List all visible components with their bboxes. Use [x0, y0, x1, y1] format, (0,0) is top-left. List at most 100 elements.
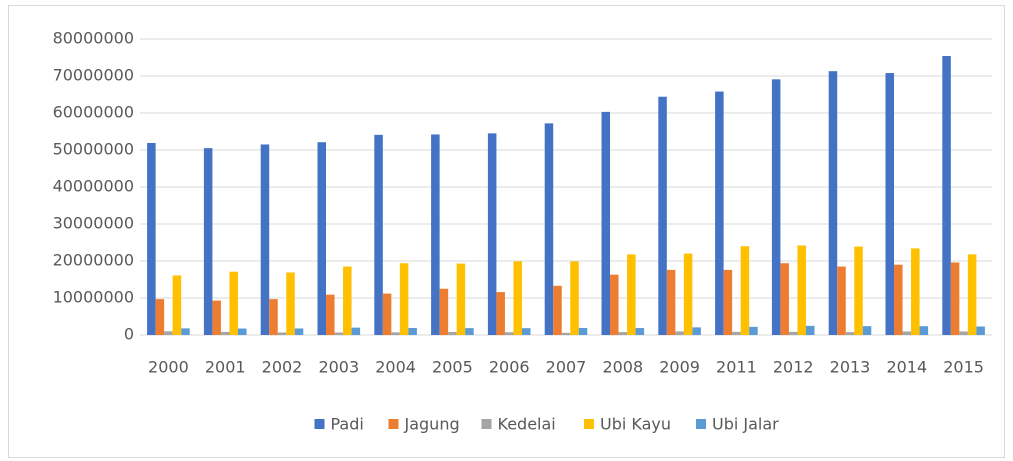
- bar: [959, 331, 968, 335]
- bar: [431, 134, 440, 335]
- bar: [382, 293, 392, 335]
- bar: [683, 253, 693, 335]
- bar: [805, 325, 815, 335]
- bar: [504, 332, 514, 335]
- bar: [496, 292, 505, 335]
- legend-swatch: [696, 419, 706, 429]
- bar: [164, 331, 173, 335]
- bar: [439, 288, 449, 335]
- bar: [408, 327, 417, 335]
- x-tick-label: 2005: [432, 358, 473, 377]
- bar: [942, 56, 951, 336]
- legend-swatch: [388, 419, 399, 429]
- bar: [521, 328, 531, 335]
- bar: [553, 285, 562, 335]
- bar: [269, 299, 278, 335]
- bar: [885, 73, 895, 335]
- bar: [561, 332, 571, 335]
- bar: [911, 248, 920, 335]
- bar: [967, 254, 977, 335]
- bar: [627, 254, 636, 335]
- bar: [950, 262, 960, 335]
- bar: [837, 266, 846, 335]
- y-tick-label: 20000000: [53, 251, 134, 270]
- bar: [147, 142, 156, 335]
- bar: [749, 326, 758, 335]
- bar: [487, 133, 497, 335]
- bar: [172, 275, 182, 335]
- bar: [317, 142, 327, 335]
- bar: [237, 328, 247, 335]
- y-tick-label: 50000000: [53, 140, 134, 159]
- x-tick-label: 2009: [659, 358, 700, 377]
- bar: [203, 148, 213, 335]
- bar: [181, 328, 190, 335]
- y-tick-label: 30000000: [53, 214, 134, 233]
- legend-label: Jagung: [404, 415, 460, 434]
- y-tick-label: 10000000: [53, 288, 134, 307]
- bar: [578, 328, 588, 335]
- x-tick-label: 2014: [886, 358, 927, 377]
- bar: [797, 245, 806, 335]
- bar: [286, 272, 295, 335]
- bar: [854, 246, 863, 335]
- bar: [601, 111, 611, 335]
- x-tick-label: 2006: [489, 358, 530, 377]
- bar: [740, 246, 750, 335]
- y-tick-label: 0: [124, 325, 134, 344]
- bar: [155, 299, 165, 335]
- x-tick-label: 2011: [716, 358, 757, 377]
- legend-swatch: [314, 419, 325, 429]
- bar: [894, 264, 903, 335]
- bar: [618, 332, 628, 335]
- x-tick-label: 2013: [830, 358, 871, 377]
- y-tick-label: 60000000: [53, 103, 134, 122]
- x-tick-label: 2004: [375, 358, 416, 377]
- legend-swatch: [584, 419, 594, 429]
- bar: [456, 263, 466, 335]
- x-tick-label: 2007: [546, 358, 587, 377]
- bar: [692, 327, 701, 335]
- y-tick-label: 70000000: [53, 66, 134, 85]
- bar: [919, 326, 929, 335]
- bar: [976, 326, 985, 335]
- bar: [399, 263, 409, 335]
- bar: [610, 274, 619, 335]
- bar: [570, 261, 579, 335]
- bar: [828, 71, 838, 335]
- legend-swatch: [481, 419, 492, 429]
- bar: [513, 261, 522, 335]
- bar: [260, 144, 270, 335]
- legend-label: Padi: [331, 415, 364, 434]
- bar: [294, 328, 304, 335]
- bar: [771, 79, 781, 335]
- legend-label: Ubi Kayu: [600, 415, 671, 434]
- bar: [326, 294, 335, 335]
- bar: [788, 331, 798, 335]
- bar: [715, 91, 724, 335]
- bar: [351, 327, 361, 335]
- bar: [544, 123, 554, 335]
- bar: [448, 332, 457, 335]
- bar: [666, 269, 676, 335]
- legend-label: Ubi Jalar: [712, 415, 779, 434]
- bar: [675, 331, 684, 335]
- bar: [229, 271, 238, 335]
- chart-border: [8, 5, 1005, 458]
- bar: [723, 269, 733, 335]
- bar: [343, 266, 352, 335]
- x-tick-label: 2003: [318, 358, 359, 377]
- bar: [374, 134, 383, 335]
- bar: [635, 328, 645, 335]
- bar: [334, 332, 344, 335]
- bar: [862, 326, 872, 335]
- bar: [220, 331, 230, 335]
- y-tick-label: 80000000: [53, 29, 134, 48]
- x-tick-label: 2000: [148, 358, 189, 377]
- bar: [277, 332, 287, 335]
- bar: [732, 331, 741, 335]
- legend-label: Kedelai: [498, 415, 556, 434]
- bar: [902, 331, 912, 335]
- x-tick-label: 2015: [943, 358, 984, 377]
